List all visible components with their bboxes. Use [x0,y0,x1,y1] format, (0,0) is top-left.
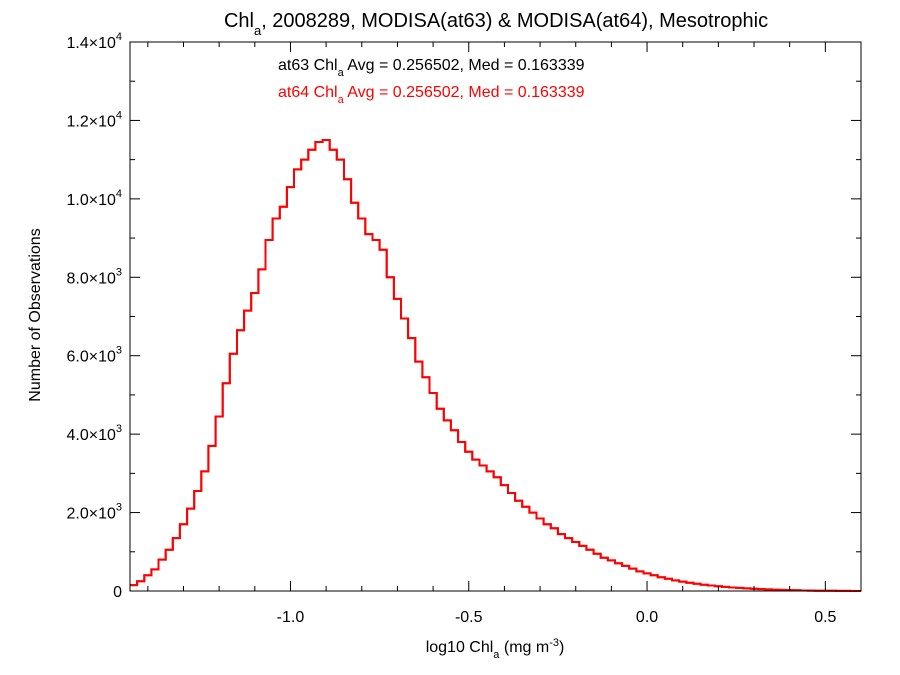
y-tick-label: 1.4×104 [66,31,122,52]
y-axis-label: Number of Observations [27,228,44,401]
x-tick-label: 0.5 [814,609,836,626]
axes-layer [129,41,862,592]
y-tick-label: 8.0×103 [66,266,122,287]
x-tick-label: -0.5 [455,609,483,626]
annotation-at64: at64 Chla Avg = 0.256502, Med = 0.163339 [278,84,585,106]
series-line-at64 [130,139,861,592]
y-tick-labels: 0 2.0×103 4.0×103 6.0×103 8.0×103 1.0×104 1.2×… [66,31,122,601]
svg-text:at64 Chla Avg = 0.256502, Med: at64 Chla Avg = 0.256502, Med = 0.163339 [278,84,585,106]
y-tick-label: 0 [113,584,122,601]
series-line-at63 [130,139,861,592]
x-tick-labels: -1.0 -0.5 0.0 0.5 [277,609,837,626]
y-tick-label: 6.0×103 [66,345,122,366]
x-tick-label: 0.0 [636,609,658,626]
y-tick-label: 1.2×104 [66,109,122,130]
y-tick-label: 4.0×103 [66,423,122,444]
chart-title: Chla, 2008289, MODISA(at63) & MODISA(at6… [224,10,768,38]
svg-text:at63 Chla Avg = 0.256502, Med: at63 Chla Avg = 0.256502, Med = 0.163339 [278,57,585,79]
x-axis-label: log10 Chla (mg m-3) [426,637,565,661]
plot-frame [129,41,862,592]
annotation-at63: at63 Chla Avg = 0.256502, Med = 0.163339 [278,57,585,79]
y-tick-label: 2.0×103 [66,502,122,523]
y-tick-label: 1.0×104 [66,188,122,209]
series-layer [130,139,861,592]
x-tick-label: -1.0 [277,609,305,626]
